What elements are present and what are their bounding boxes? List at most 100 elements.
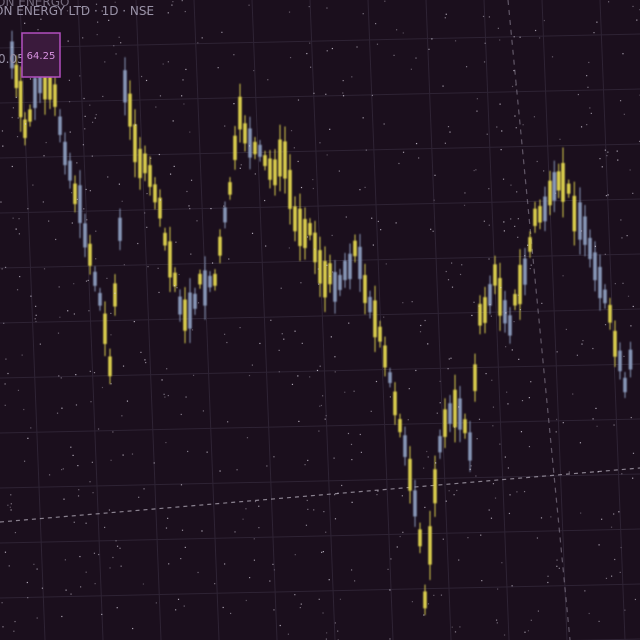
- noise-dot: [79, 555, 81, 558]
- noise-dot: [157, 267, 159, 269]
- noise-dot: [312, 178, 314, 181]
- candle-body: [508, 315, 512, 336]
- noise-dot: [210, 207, 212, 210]
- noise-dot: [61, 407, 63, 409]
- noise-dot: [347, 432, 350, 435]
- noise-dot: [632, 452, 635, 454]
- noise-dot: [75, 374, 77, 376]
- noise-dot: [547, 575, 549, 577]
- noise-dot: [638, 140, 640, 142]
- noise-dot: [115, 53, 117, 55]
- noise-dot: [228, 258, 230, 260]
- noise-dot: [62, 468, 64, 470]
- noise-dot: [396, 546, 398, 548]
- noise-dot: [11, 46, 13, 48]
- noise-dot: [450, 357, 452, 359]
- noise-dot: [580, 512, 582, 514]
- noise-dot: [592, 418, 594, 420]
- candle-body: [238, 96, 242, 130]
- noise-dot: [8, 565, 10, 567]
- noise-dot: [559, 138, 561, 140]
- noise-dot: [18, 233, 20, 235]
- noise-dot: [458, 559, 460, 561]
- grid-line: [599, 0, 626, 640]
- noise-dot: [118, 36, 120, 38]
- noise-dot: [253, 538, 255, 540]
- noise-dot: [528, 445, 531, 448]
- noise-dot: [359, 433, 361, 436]
- noise-dot: [226, 341, 228, 344]
- noise-dot: [543, 170, 545, 172]
- noise-dot: [294, 554, 296, 556]
- noise-dot: [101, 386, 104, 389]
- candle-body: [123, 70, 127, 103]
- candle-body: [473, 364, 477, 392]
- noise-dot: [588, 61, 590, 64]
- noise-dot: [337, 630, 339, 632]
- candle-body: [138, 148, 142, 179]
- noise-dot: [330, 336, 332, 338]
- candle-body: [483, 297, 487, 323]
- noise-dot: [115, 540, 117, 542]
- noise-dot: [435, 462, 437, 464]
- noise-dot: [496, 622, 498, 624]
- candle-body: [278, 139, 282, 177]
- grid-line: [0, 528, 640, 544]
- noise-dot: [348, 322, 350, 324]
- noise-dot: [427, 603, 430, 605]
- noise-dot: [97, 21, 99, 23]
- noise-dot: [623, 355, 625, 358]
- candle-body: [368, 296, 372, 313]
- noise-dot: [402, 32, 404, 34]
- noise-dot: [166, 368, 168, 370]
- candle-body: [163, 232, 167, 246]
- noise-dot: [167, 394, 169, 397]
- candle-body: [33, 77, 37, 109]
- noise-dot: [499, 39, 501, 41]
- noise-dot: [453, 494, 455, 496]
- noise-dot: [410, 68, 412, 70]
- candle-body: [178, 296, 182, 315]
- candle-body: [188, 292, 192, 329]
- noise-dot: [114, 1, 116, 3]
- noise-dot: [517, 294, 519, 296]
- noise-dot: [32, 184, 34, 186]
- noise-dot: [248, 4, 250, 6]
- noise-dot: [601, 518, 603, 520]
- noise-dot: [71, 222, 73, 224]
- noise-dot: [351, 501, 353, 503]
- noise-dot: [326, 632, 328, 634]
- candle-body: [498, 278, 502, 316]
- noise-dot: [162, 63, 164, 65]
- noise-dot: [239, 326, 241, 329]
- candle-body: [608, 304, 612, 323]
- noise-dot: [291, 383, 294, 386]
- noise-dot: [543, 19, 545, 22]
- noise-dot: [523, 490, 526, 493]
- noise-dot: [470, 465, 472, 467]
- noise-dot: [351, 76, 353, 78]
- noise-dot: [144, 359, 146, 361]
- noise-dot: [415, 142, 418, 145]
- noise-dot: [23, 408, 25, 411]
- candle-body: [58, 116, 62, 135]
- candle-body: [133, 124, 137, 163]
- noise-dot: [595, 407, 597, 410]
- candle-body: [593, 252, 597, 281]
- noise-dot: [459, 273, 462, 276]
- noise-dot: [63, 498, 65, 500]
- candle-body: [343, 260, 347, 281]
- grid-line: [541, 0, 568, 640]
- candle-body: [438, 436, 442, 453]
- noise-dot: [492, 406, 495, 408]
- candle-body: [413, 490, 417, 517]
- noise-dot: [33, 563, 35, 565]
- noise-dot: [540, 517, 543, 519]
- noise-dot: [501, 562, 503, 564]
- candle-body: [143, 153, 147, 174]
- noise-dot: [192, 374, 195, 376]
- noise-dot: [190, 179, 193, 181]
- candle-body: [398, 419, 402, 433]
- grid-line: [0, 473, 640, 489]
- noise-dot: [164, 396, 166, 398]
